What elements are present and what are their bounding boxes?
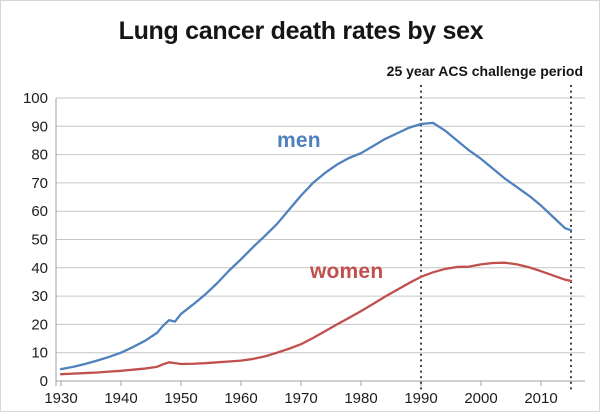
x-axis-tick-label: 1940 xyxy=(104,390,137,407)
y-axis-tick-label: 90 xyxy=(31,118,48,135)
y-axis-tick-label: 10 xyxy=(31,345,48,362)
x-axis-tick-label: 1980 xyxy=(344,390,377,407)
x-axis-tick-label: 1950 xyxy=(164,390,197,407)
women-series-label: women xyxy=(310,260,384,283)
y-axis-tick-label: 30 xyxy=(31,288,48,305)
x-axis-tick-label: 1930 xyxy=(44,390,77,407)
y-axis-tick-label: 40 xyxy=(31,260,48,277)
x-axis-tick-label: 2000 xyxy=(464,390,497,407)
x-axis-tick-label: 1970 xyxy=(284,390,317,407)
y-axis-tick-label: 100 xyxy=(23,90,48,107)
chart-title: Lung cancer death rates by sex xyxy=(118,17,484,45)
y-axis-tick-label: 20 xyxy=(31,316,48,333)
y-axis-tick-label: 0 xyxy=(40,373,48,390)
y-axis-tick-label: 50 xyxy=(31,232,48,249)
women-line xyxy=(59,261,573,376)
y-axis-tick-label: 70 xyxy=(31,175,48,192)
y-axis-tick-label: 80 xyxy=(31,147,48,164)
men-series-label: men xyxy=(277,129,321,152)
x-axis-tick-label: 2010 xyxy=(524,390,557,407)
y-axis-tick-label: 60 xyxy=(31,203,48,220)
x-axis-tick-label: 1960 xyxy=(224,390,257,407)
x-axis-tick-label: 1990 xyxy=(404,390,437,407)
challenge-period-label: 25 year ACS challenge period xyxy=(386,63,583,79)
men-line xyxy=(59,121,573,371)
